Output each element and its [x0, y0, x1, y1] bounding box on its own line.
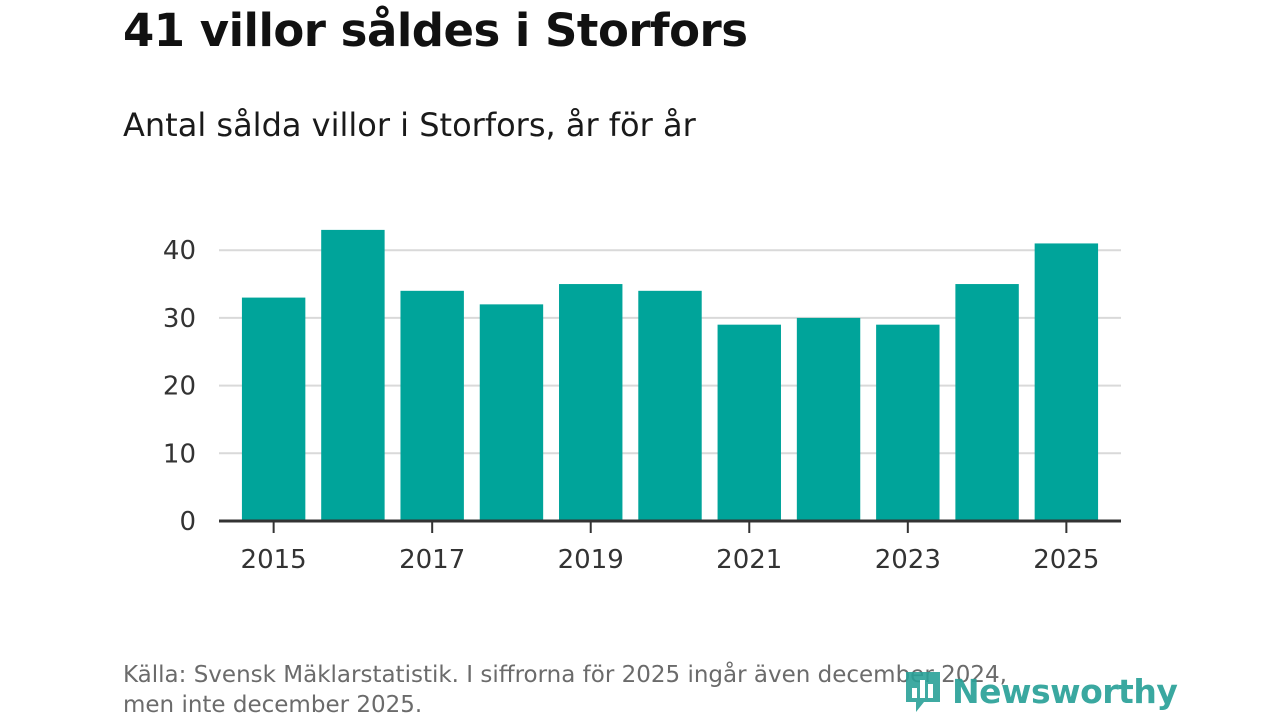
bar-2020	[638, 290, 702, 521]
x-tick-label-2025: 2025	[1033, 545, 1099, 575]
bar-2022	[796, 317, 861, 521]
y-tick-label-20: 20	[163, 372, 196, 402]
x-tick-label-2019: 2019	[558, 545, 624, 575]
newsworthy-logo: Newsworthy	[902, 668, 1178, 714]
y-tick-label-10: 10	[163, 439, 196, 469]
source-line-2: men inte december 2025.	[123, 692, 423, 718]
y-tick-label-40: 40	[163, 236, 196, 266]
bar-2019	[559, 284, 623, 521]
bar-2021	[717, 324, 781, 521]
bar-2017	[400, 290, 464, 521]
x-tick-label-2017: 2017	[399, 545, 465, 575]
bar-chart-logo-icon	[906, 672, 940, 712]
bar-2016	[321, 229, 385, 521]
chart-subtitle: Antal sålda villor i Storfors, år för år	[123, 106, 696, 144]
bar-2025	[1034, 243, 1099, 521]
x-tick-label-2021: 2021	[716, 545, 782, 575]
bar-2015	[241, 297, 306, 521]
bar-chart: 0 10 20 30 40 2015 2017 2019 2021 2023 2025	[163, 229, 1121, 575]
x-tick-label-2015: 2015	[241, 545, 307, 575]
logo-text: Newsworthy	[952, 671, 1178, 711]
y-tick-label-30: 30	[163, 304, 196, 334]
bar-2018	[479, 304, 544, 521]
chart-title: 41 villor såldes i Storfors	[123, 4, 748, 57]
source-line-1: Källa: Svensk Mäklarstatistik. I siffror…	[123, 662, 1007, 688]
bar-2024	[955, 284, 1019, 521]
x-tick-label-2023: 2023	[875, 545, 941, 575]
y-tick-label-0: 0	[179, 507, 196, 537]
source-note: Källa: Svensk Mäklarstatistik. I siffror…	[123, 660, 1103, 720]
bar-2023	[876, 324, 940, 521]
